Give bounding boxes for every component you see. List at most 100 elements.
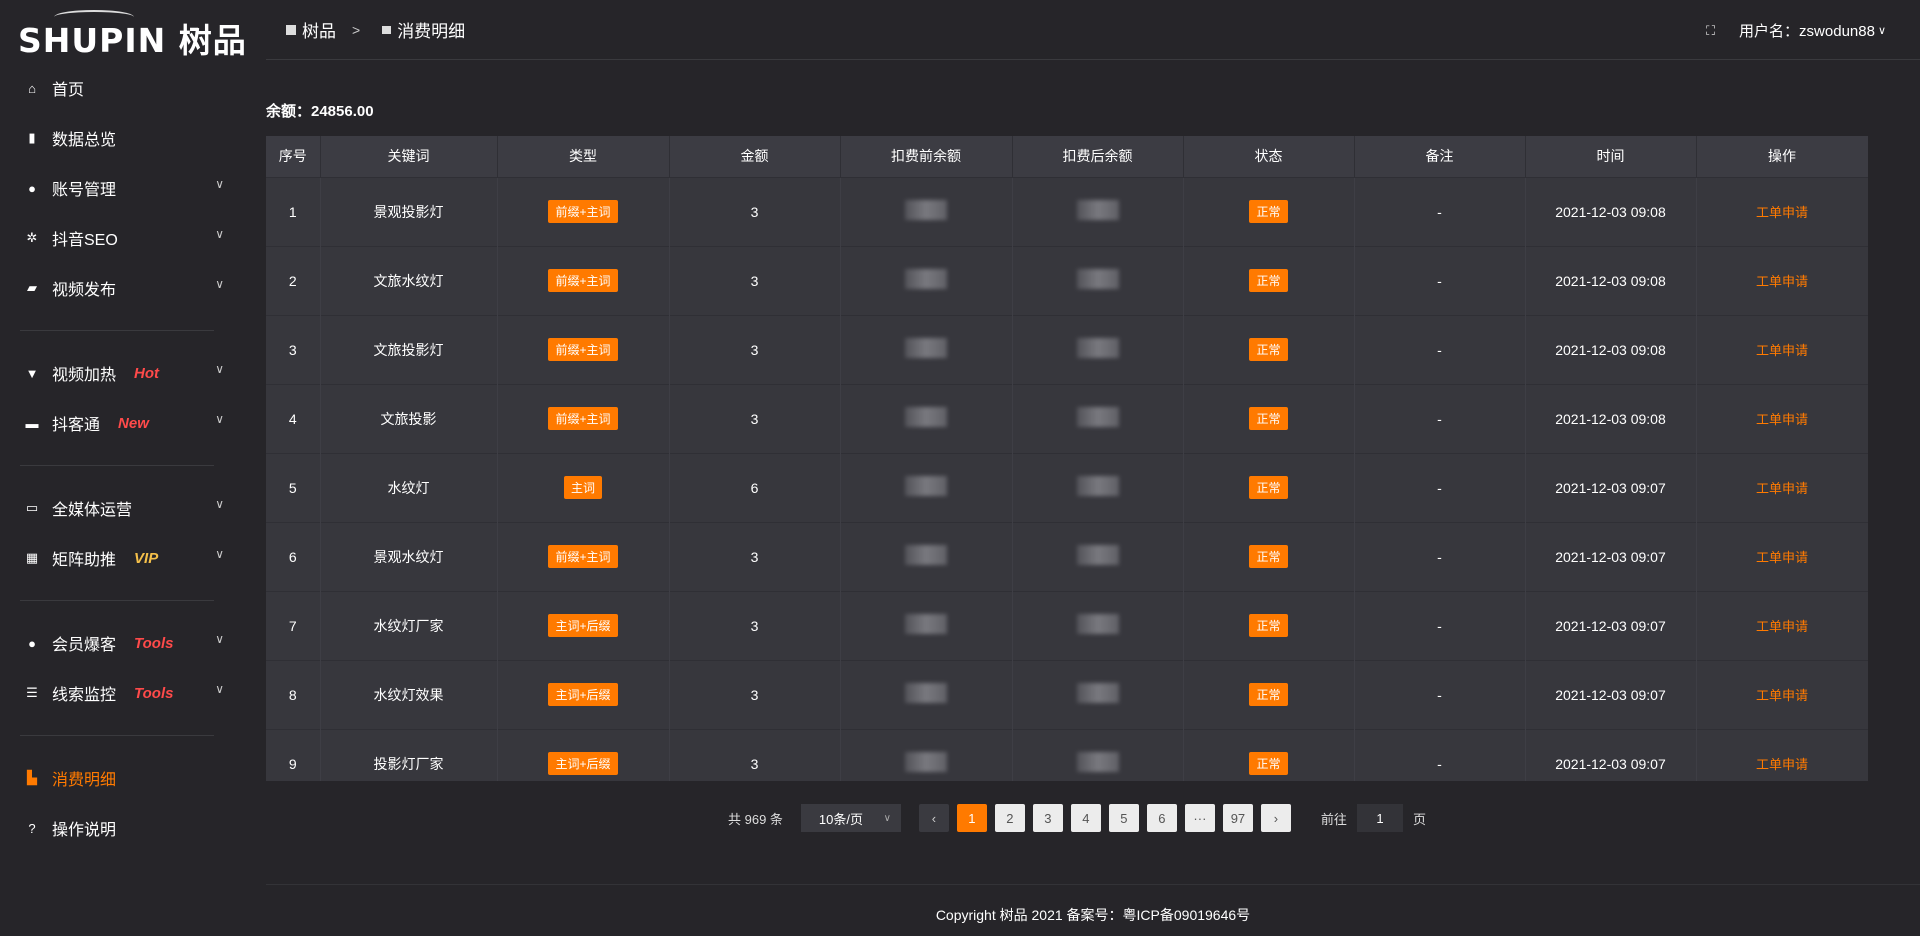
logo: SHUPIN 树品: [18, 10, 246, 60]
header: 树品 > 消费明细 ⛶ 用户名：zswodun88 ∨: [266, 0, 1920, 60]
goto-page-input[interactable]: 1: [1356, 804, 1403, 832]
table-cell: [1012, 383, 1184, 453]
table-cell: 景观投影灯: [320, 176, 498, 246]
table-cell: 前缀+主词: [497, 176, 670, 246]
chevron-down-icon[interactable]: ∨: [215, 632, 224, 646]
breadcrumb-root[interactable]: 树品: [302, 22, 336, 41]
ticket-apply-link[interactable]: 工单申请: [1755, 619, 1808, 634]
table-cell: 水纹灯效果: [320, 659, 498, 729]
ticket-apply-link[interactable]: 工单申请: [1755, 688, 1808, 703]
table-cell: [1012, 659, 1184, 729]
fullscreen-icon[interactable]: ⛶: [1705, 22, 1716, 38]
ticket-apply-link[interactable]: 工单申请: [1755, 274, 1808, 289]
status-badge: 正常: [1249, 269, 1288, 292]
balance: 余额：24856.00: [266, 103, 374, 120]
chevron-down-icon[interactable]: ∨: [215, 547, 224, 561]
table-cell: 正常: [1183, 245, 1355, 315]
chevron-down-icon[interactable]: ∨: [215, 412, 224, 426]
blurred-value: [1076, 683, 1119, 703]
type-badge: 主词+后缀: [548, 614, 618, 637]
table-row: 7 水纹灯厂家 主词+后缀 3 正常 -2021-12-03 09:07 工单申请: [266, 590, 1868, 660]
chevron-down-icon[interactable]: ∨: [215, 362, 224, 376]
table-cell: [1012, 728, 1184, 781]
ticket-apply-link[interactable]: 工单申请: [1755, 550, 1808, 565]
table-cell: 工单申请: [1696, 659, 1868, 729]
type-badge: 前缀+主词: [548, 407, 618, 430]
ticket-apply-link[interactable]: 工单申请: [1755, 205, 1808, 220]
table-row: 4 文旅投影 前缀+主词 3 正常 -2021-12-03 09:08 工单申请: [266, 383, 1868, 453]
table-cell: 正常: [1183, 659, 1355, 729]
table-cell: 正常: [1183, 728, 1355, 781]
sidebar-item-label: 抖音SEO: [52, 232, 118, 249]
table-cell: -: [1354, 383, 1526, 453]
column-header: 序号: [266, 136, 321, 177]
table-cell: 3: [669, 383, 841, 453]
ticket-apply-link[interactable]: 工单申请: [1755, 343, 1808, 358]
ticket-apply-link[interactable]: 工单申请: [1755, 412, 1808, 427]
chevron-down-icon[interactable]: ∨: [215, 177, 224, 191]
ticket-apply-link[interactable]: 工单申请: [1755, 757, 1808, 773]
page-button[interactable]: 4: [1070, 804, 1101, 832]
chevron-down-icon[interactable]: ∨: [215, 497, 224, 511]
sidebar-item[interactable]: ▭ 全媒体运营 ∨: [0, 483, 266, 533]
column-header: 类型: [497, 136, 670, 177]
table-cell: 工单申请: [1696, 521, 1868, 591]
sidebar-item[interactable]: ● 账号管理 ∨: [0, 163, 266, 213]
table-cell: 正常: [1183, 383, 1355, 453]
chevron-down-icon[interactable]: ∨: [215, 227, 224, 241]
table-row: 2 文旅水纹灯 前缀+主词 3 正常 -2021-12-03 09:08 工单申请: [266, 245, 1868, 315]
next-page-button[interactable]: ›: [1260, 804, 1291, 832]
sidebar-item-label: 视频加热: [52, 367, 117, 384]
sidebar-item-label: 数据总览: [52, 132, 117, 149]
page-button[interactable]: 1: [956, 804, 987, 832]
table-cell: 正常: [1183, 176, 1355, 246]
sidebar-item-tag: Tools: [134, 684, 174, 702]
sidebar-item[interactable]: ▼ 视频加热 Hot ∨: [0, 348, 266, 398]
table-cell: 2021-12-03 09:07: [1525, 728, 1697, 781]
prev-page-button[interactable]: ‹: [918, 804, 949, 832]
table-cell: 2021-12-03 09:08: [1525, 314, 1697, 384]
table-cell: [1012, 176, 1184, 246]
sidebar-divider: [20, 330, 214, 331]
sidebar-item[interactable]: ▮ 数据总览: [0, 113, 266, 163]
blurred-value: [1076, 476, 1119, 496]
ticket-apply-link[interactable]: 工单申请: [1755, 481, 1808, 496]
sidebar-item[interactable]: ⌂ 首页: [0, 63, 266, 113]
sidebar-item-label: 会员爆客: [52, 637, 117, 654]
sidebar-item-label: 账号管理: [52, 182, 117, 199]
table-cell: 3: [669, 521, 841, 591]
column-header: 备注: [1354, 136, 1526, 177]
table-cell: 前缀+主词: [497, 245, 670, 315]
table-cell: 文旅水纹灯: [320, 245, 498, 315]
page-button[interactable]: ···: [1184, 804, 1215, 832]
page-button[interactable]: 97: [1222, 804, 1253, 832]
breadcrumb-separator: >: [352, 21, 361, 38]
sidebar-item[interactable]: ? 操作说明: [0, 803, 266, 853]
table-row: 1 景观投影灯 前缀+主词 3 正常 -2021-12-03 09:08 工单申请: [266, 176, 1868, 246]
total-count: 共 969 条: [728, 811, 783, 827]
page-size-select[interactable]: 10条/页 ∨: [800, 804, 901, 832]
chevron-down-icon[interactable]: ∨: [1877, 25, 1886, 37]
sidebar-item[interactable]: ☰ 线索监控 Tools ∨: [0, 668, 266, 718]
table-cell: 3: [669, 659, 841, 729]
user-menu[interactable]: 用户名：zswodun88: [1739, 23, 1875, 40]
page-button[interactable]: 2: [994, 804, 1025, 832]
chevron-down-icon[interactable]: ∨: [215, 277, 224, 291]
sidebar-item[interactable]: ▰ 视频发布 ∨: [0, 263, 266, 313]
table-cell: 主词+后缀: [497, 659, 670, 729]
page-button[interactable]: 3: [1032, 804, 1063, 832]
table-cell: 3: [669, 245, 841, 315]
sidebar-item[interactable]: ▙ 消费明细: [0, 753, 266, 803]
page-button[interactable]: 5: [1108, 804, 1139, 832]
table-cell: 3: [669, 728, 841, 781]
page-button[interactable]: 6: [1146, 804, 1177, 832]
wallet-icon: [382, 25, 392, 34]
chevron-down-icon[interactable]: ∨: [215, 682, 224, 696]
sidebar-item[interactable]: ● 会员爆客 Tools ∨: [0, 618, 266, 668]
sidebar-item[interactable]: ▦ 矩阵助推 VIP ∨: [0, 533, 266, 583]
sidebar-item[interactable]: ✲ 抖音SEO ∨: [0, 213, 266, 263]
table-cell: [840, 245, 1013, 315]
footer: Copyright 树品 2021 备案号：粤ICP备09019646号: [266, 884, 1920, 925]
sidebar-item[interactable]: ▬ 抖客通 New ∨: [0, 398, 266, 448]
table-cell: 9: [266, 728, 321, 781]
